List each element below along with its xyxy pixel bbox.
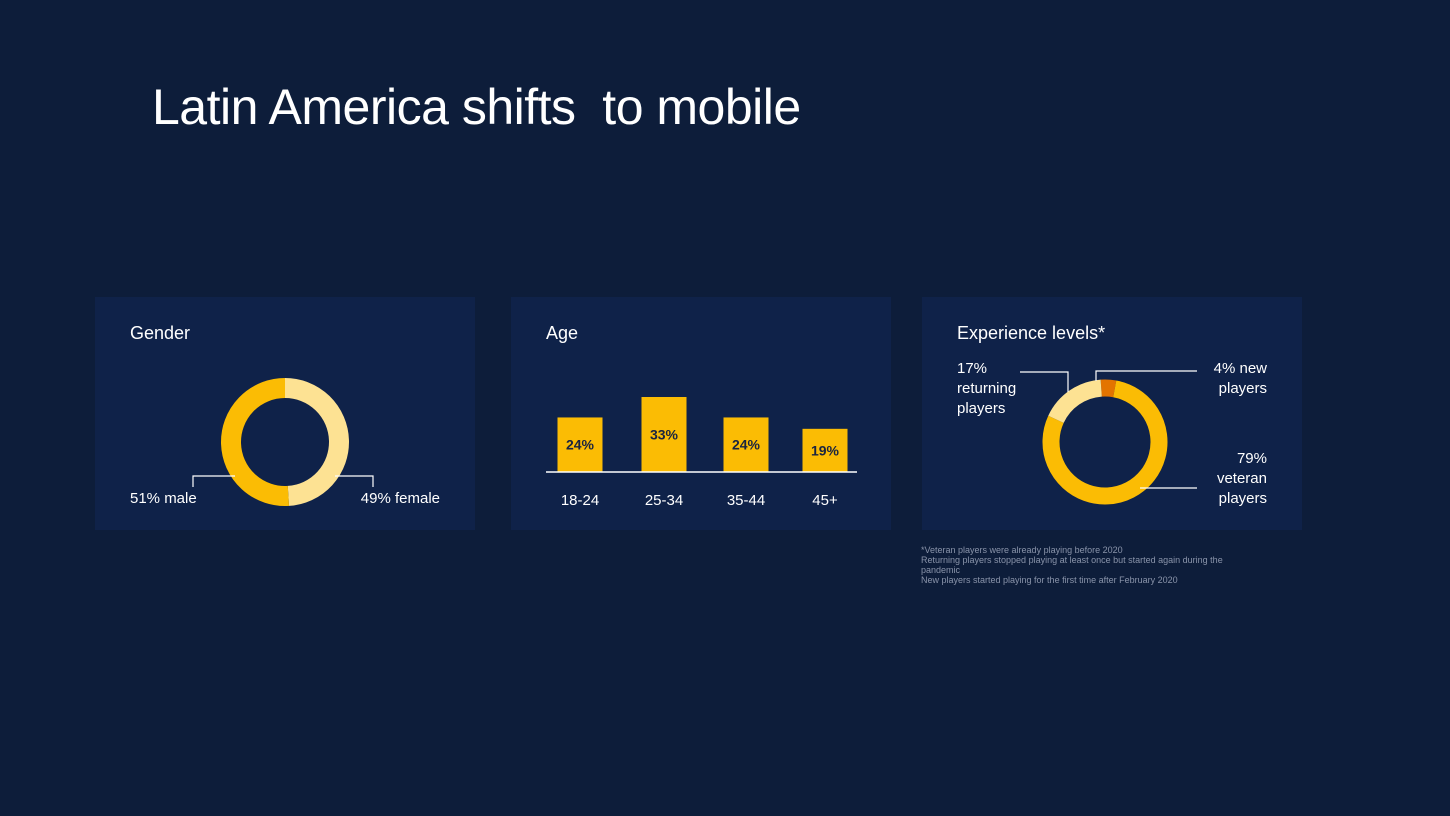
age-bar [802, 428, 848, 472]
age-chart-title: Age [546, 323, 579, 343]
age-category-label: 25-34 [645, 492, 683, 509]
age-bar-chart: 24% 18-24 33% 25-34 24% 35-44 19% 45+ [546, 397, 857, 509]
experience-returning-leader [1020, 371, 1069, 392]
experience-new-leader [1095, 370, 1197, 381]
returning-label-line: players [957, 400, 1006, 417]
footnote-line: *Veteran players were already playing be… [921, 545, 1123, 555]
gender-slice-0 [284, 378, 349, 506]
age-category-label: 45+ [812, 492, 838, 509]
age-card: Age 24% 18-24 33% 25-34 24% 35-44 19% 45+ [511, 297, 891, 530]
footnote: *Veteran players were already playing be… [921, 545, 1251, 585]
age-category-label: 18-24 [561, 492, 599, 509]
experience-new-label: 4% new players [1214, 359, 1267, 399]
experience-slice-1 [1042, 380, 1168, 505]
experience-card: Experience levels* 17% returning players… [922, 297, 1302, 530]
gender-slice-1 [221, 378, 290, 506]
returning-label-line: returning [957, 380, 1017, 397]
age-bar-value-label: 19% [811, 442, 840, 458]
veteran-label-line: 79% [1236, 450, 1267, 467]
footnote-line: Returning players stopped playing at lea… [921, 555, 1223, 575]
experience-chart-title: Experience levels* [957, 323, 1106, 343]
experience-donut-chart [1020, 370, 1197, 505]
age-bar [723, 417, 769, 472]
gender-card: Gender 51% male 49% female [95, 297, 475, 530]
new-label-line: 4% new [1213, 360, 1267, 377]
age-bar [641, 397, 687, 472]
age-bar-value-label: 24% [566, 437, 595, 453]
gender-female-label: 49% female [360, 490, 440, 507]
new-label-line: players [1218, 380, 1267, 397]
gender-chart-title: Gender [130, 323, 191, 343]
age-bar-value-label: 24% [732, 437, 761, 453]
age-bar-value-label: 33% [650, 427, 679, 443]
veteran-label-line: players [1218, 490, 1267, 507]
experience-slice-2 [1048, 379, 1103, 424]
age-category-label: 35-44 [727, 492, 765, 509]
returning-label-line: 17% [957, 360, 988, 377]
footnote-line: New players started playing for the firs… [921, 575, 1178, 585]
gender-female-leader [335, 475, 374, 487]
experience-returning-label: 17% returning players [957, 359, 1016, 419]
gender-male-label: 51% male [130, 490, 197, 507]
experience-slice-0 [1100, 379, 1117, 398]
age-bar [557, 417, 603, 472]
veteran-label-line: veteran [1216, 470, 1267, 487]
gender-donut-chart [192, 378, 374, 506]
slide-title: Latin America shifts to mobile [152, 79, 801, 135]
gender-male-leader [192, 475, 235, 487]
experience-veteran-label: 79% veteran players [1217, 449, 1267, 509]
